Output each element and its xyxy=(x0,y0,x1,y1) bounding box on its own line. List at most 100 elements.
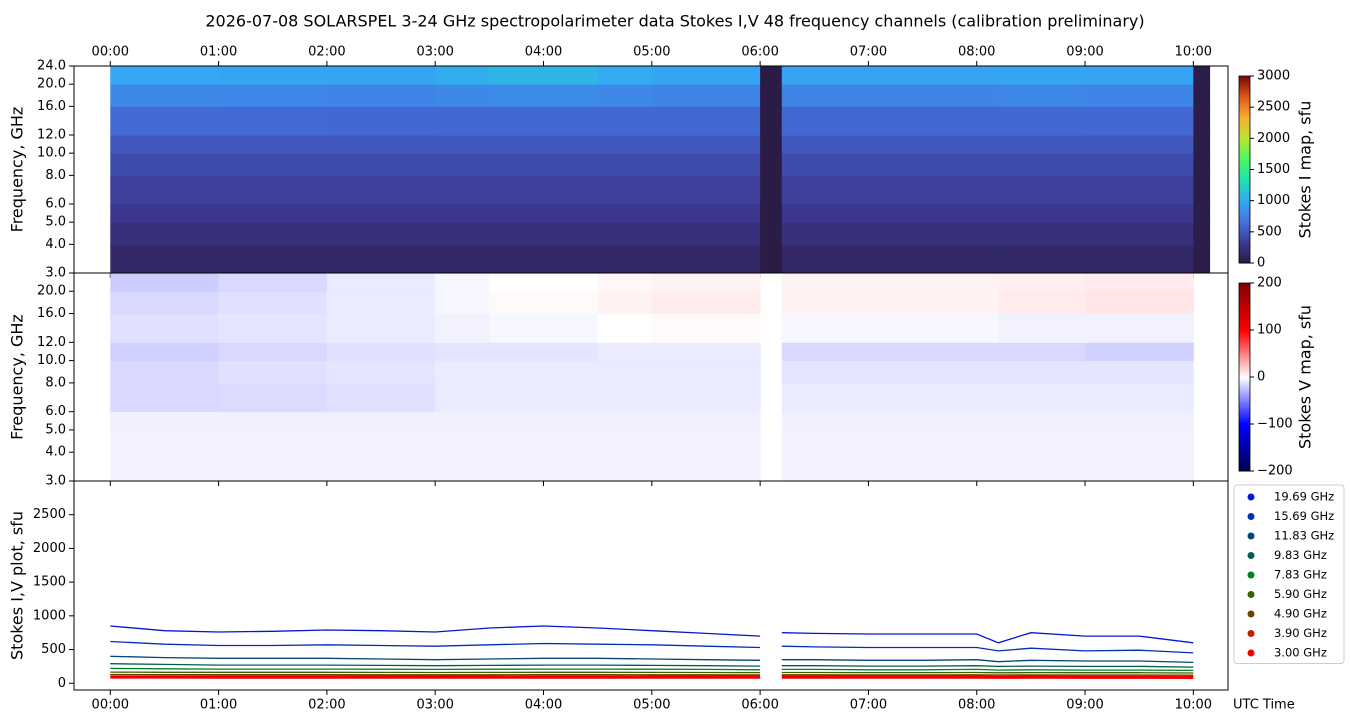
colorbar-segment xyxy=(1239,424,1250,427)
colorbar-segment xyxy=(1239,106,1250,110)
heatmap-cell xyxy=(435,411,490,431)
colorbar-segment xyxy=(1239,244,1250,248)
legend-label: 11.83 GHz xyxy=(1274,529,1334,543)
colorbar-segment xyxy=(1239,167,1250,170)
colorbar-segment xyxy=(1239,83,1250,86)
heatmap-cell xyxy=(597,411,653,431)
heatmap-cell xyxy=(218,382,328,413)
y-tick-label: 5.0 xyxy=(45,215,66,230)
colorbar-segment xyxy=(1239,85,1250,89)
heatmap-cell xyxy=(110,291,220,315)
heatmap-cell xyxy=(435,429,490,453)
colorbar-segment xyxy=(1239,97,1250,100)
heatmap-cell xyxy=(781,291,999,315)
colorbar-segment xyxy=(1239,255,1250,259)
colorbar-segment xyxy=(1239,192,1250,196)
colorbar-segment xyxy=(1239,157,1250,161)
colorbar-segment xyxy=(1239,315,1250,319)
y-axis-label: Frequency, GHz xyxy=(8,107,27,233)
colorbar-segment xyxy=(1239,351,1250,354)
heatmap-cell xyxy=(435,66,490,85)
heatmap-cell xyxy=(110,153,220,176)
heatmap-cell xyxy=(998,452,1086,482)
heatmap-cell xyxy=(781,429,999,453)
chart-title: 2026-07-08 SOLARSPEL 3-24 GHz spectropol… xyxy=(205,12,1144,31)
legend-box xyxy=(1233,484,1345,664)
heatmap-cell xyxy=(597,106,653,136)
heatmap-cell xyxy=(218,204,328,223)
colorbar-tick-label: 1500 xyxy=(1257,162,1290,177)
colorbar-segment xyxy=(1239,197,1250,201)
heatmap-cell xyxy=(1085,313,1194,343)
heatmap-cell xyxy=(110,452,220,482)
colorbar-segment xyxy=(1239,379,1250,383)
colorbar-segment xyxy=(1239,90,1250,93)
colorbar-segment xyxy=(1239,174,1250,178)
colorbar-segment xyxy=(1239,101,1250,105)
heatmap-cell xyxy=(998,204,1086,223)
colorbar-segment xyxy=(1239,466,1250,470)
panel xyxy=(110,273,1194,482)
colorbar-segment xyxy=(1239,287,1250,291)
heatmap-cell xyxy=(1193,204,1211,223)
legend-marker xyxy=(1247,552,1255,559)
x-tick-label: 08:00 xyxy=(958,698,995,713)
y-tick-label: 0 xyxy=(58,676,66,691)
heatmap-cell xyxy=(760,153,783,176)
colorbar-segment xyxy=(1239,153,1250,156)
heatmap-cell xyxy=(218,429,328,453)
colorbar-segment xyxy=(1239,155,1250,159)
colorbar-tick-label: 3000 xyxy=(1257,69,1290,84)
y-tick-label: 500 xyxy=(41,642,66,657)
heatmap-cell xyxy=(218,244,328,274)
colorbar-segment xyxy=(1239,332,1250,336)
heatmap-cell xyxy=(651,84,761,107)
y-tick-label: 24.0 xyxy=(37,59,66,74)
colorbar-segment xyxy=(1239,160,1250,163)
heatmap-cell xyxy=(326,222,436,245)
heatmap-cell xyxy=(597,66,653,85)
colorbar-segment xyxy=(1239,442,1250,446)
heatmap-cell xyxy=(1193,244,1211,274)
heatmap-cell xyxy=(110,66,220,85)
x-tick-label: 05:00 xyxy=(633,45,670,60)
colorbar-segment xyxy=(1239,341,1250,345)
colorbar-segment xyxy=(1239,362,1250,366)
heatmap-cell xyxy=(435,313,490,343)
colorbar-segment xyxy=(1239,285,1250,289)
heatmap-cell xyxy=(435,84,490,107)
heatmap-cell xyxy=(489,382,599,413)
heatmap-cell xyxy=(218,135,328,154)
x-axis-label: UTC Time xyxy=(1233,698,1295,713)
heatmap-cell xyxy=(781,84,999,107)
y-tick-label: 8.0 xyxy=(45,375,66,390)
y-tick-label: 1000 xyxy=(33,608,66,623)
colorbar-segment xyxy=(1239,78,1250,82)
y-tick-label: 1500 xyxy=(33,575,66,590)
colorbar-segment xyxy=(1239,87,1250,91)
x-tick-label: 02:00 xyxy=(308,45,345,60)
colorbar-segment xyxy=(1239,391,1250,394)
legend-label: 19.69 GHz xyxy=(1274,490,1334,504)
heatmap-cell xyxy=(651,106,761,136)
heatmap-cell xyxy=(597,244,653,274)
x-tick-label: 01:00 xyxy=(200,698,237,713)
heatmap-cell xyxy=(326,291,436,315)
heatmap-cell xyxy=(489,175,599,205)
heatmap-cell xyxy=(781,222,999,245)
legend-label: 3.90 GHz xyxy=(1274,626,1327,640)
colorbar-segment xyxy=(1239,104,1250,107)
colorbar-segment xyxy=(1239,202,1250,206)
colorbar-segment xyxy=(1239,213,1250,217)
colorbar-segment xyxy=(1239,377,1250,380)
colorbar-segment xyxy=(1239,454,1250,458)
colorbar-segment xyxy=(1239,211,1250,215)
x-tick-label: 06:00 xyxy=(741,698,778,713)
heatmap-cell xyxy=(998,175,1086,205)
colorbar-segment xyxy=(1239,125,1250,128)
legend-marker xyxy=(1247,513,1255,520)
heatmap-cell xyxy=(1085,429,1194,453)
y-tick-label: 2000 xyxy=(33,541,66,556)
colorbar-segment xyxy=(1239,325,1250,329)
heatmap-cell xyxy=(651,291,761,315)
